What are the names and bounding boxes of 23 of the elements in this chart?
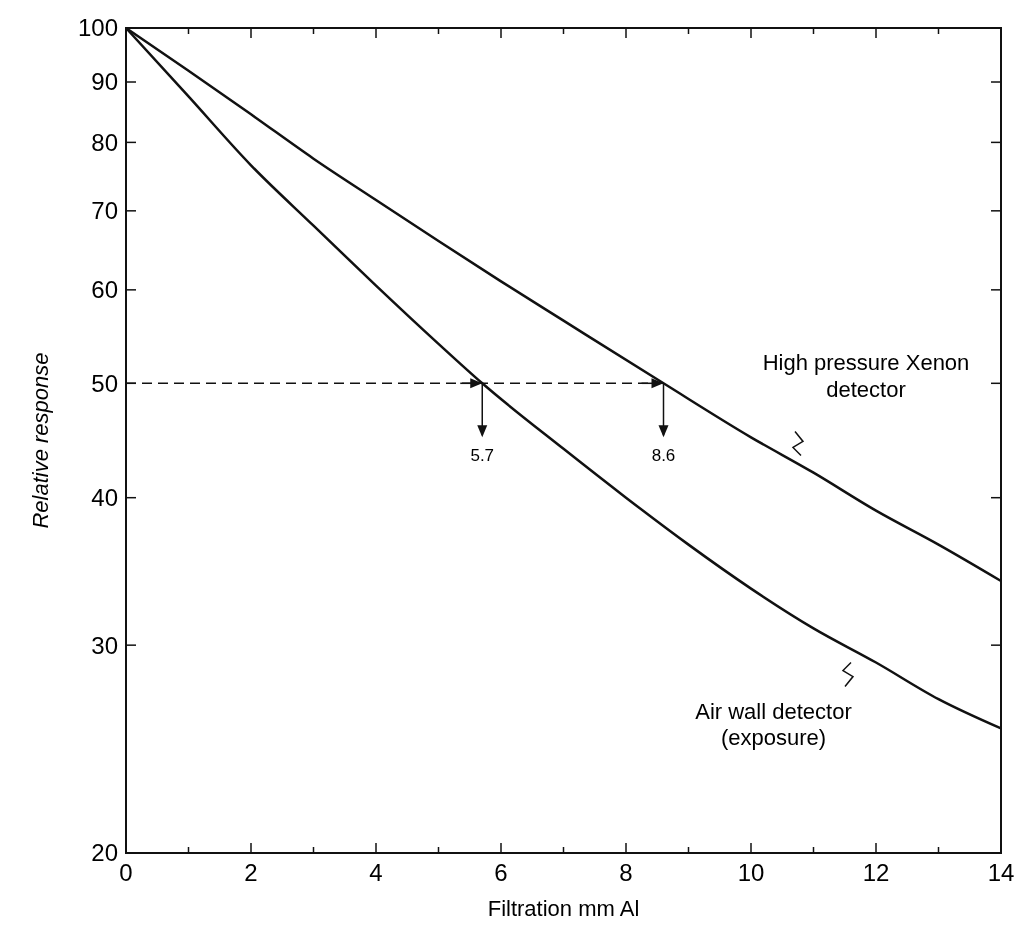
x-tick-label: 0 <box>119 859 133 886</box>
x-tick-label: 4 <box>369 859 383 886</box>
y-tick-label: 50 <box>91 369 118 397</box>
x-tick-label: 8 <box>619 859 633 886</box>
y-tick-label: 80 <box>91 128 118 156</box>
y-tick-label: 90 <box>91 68 118 96</box>
y-tick-label: 100 <box>77 14 118 42</box>
y-tick-label: 40 <box>91 484 118 512</box>
y-tick-label: 60 <box>91 276 118 304</box>
x-tick-label: 6 <box>494 859 508 886</box>
y-axis-title: Relative response <box>28 352 53 529</box>
legend-label: High pressure Xenon detector <box>762 350 970 402</box>
annotation: 5.7 <box>470 446 495 466</box>
y-tick-label: 30 <box>91 631 118 659</box>
x-tick-label: 2 <box>244 859 258 886</box>
x-axis-title: Filtration mm Al <box>487 896 640 921</box>
x-tick-label: 12 <box>862 859 890 886</box>
series-label: Air wall detector (exposure) <box>695 698 852 750</box>
annotation: 8.6 <box>651 446 676 466</box>
y-tick-label: 70 <box>91 197 118 225</box>
y-tick-label: 20 <box>91 839 118 867</box>
x-tick-label: 10 <box>737 859 765 886</box>
x-tick-label: 14 <box>987 859 1015 886</box>
